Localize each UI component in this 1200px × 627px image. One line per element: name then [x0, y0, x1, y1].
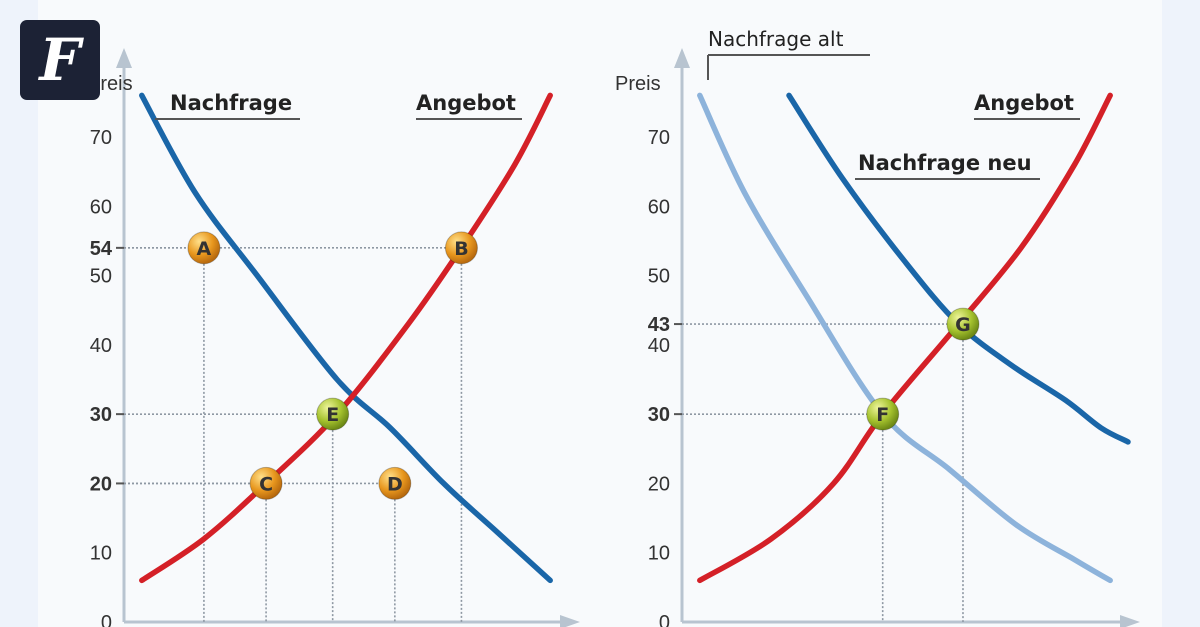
faz-logo: F: [20, 20, 100, 100]
series-line-angebot: [697, 92, 1113, 584]
series-label-nachfrage: Nachfrage: [170, 91, 292, 115]
y-tick-label-40: 40: [648, 335, 670, 357]
y-tick-label-60: 60: [90, 196, 112, 218]
y-tick-label-10: 10: [648, 543, 670, 565]
x-axis-arrow: [560, 615, 580, 627]
point-marker-G: [946, 307, 980, 341]
point-marker-B: [444, 231, 478, 265]
point-label-E: E: [326, 404, 339, 426]
point-label-F: F: [876, 404, 889, 426]
y-tick-label-20: 20: [90, 473, 112, 495]
point-marker-A: [187, 231, 221, 265]
y-tick-label-10: 10: [90, 543, 112, 565]
series-label-angebot: Angebot: [416, 91, 516, 115]
series-label-angebot: Angebot: [974, 91, 1074, 115]
y-axis-label: Preis: [615, 73, 661, 95]
point-marker-E: [316, 397, 350, 431]
point-marker-D: [378, 466, 412, 500]
y-axis-arrow: [116, 48, 132, 68]
y-tick-label-43: 43: [648, 314, 670, 336]
series-line-nachfrage: [139, 92, 553, 584]
y-tick-label-70: 70: [648, 127, 670, 149]
point-label-G: G: [955, 314, 971, 336]
chart-layer: Preis 0 10 40 50 60 70 20 30 54 Nachfrage Angebot A B…: [87, 27, 1140, 627]
point-marker-F: [866, 397, 900, 431]
y-tick-label-0: 0: [101, 612, 112, 627]
series-line-angebot: [139, 92, 553, 584]
y-tick-label-0: 0: [659, 612, 670, 627]
y-tick-label-40: 40: [90, 335, 112, 357]
y-tick-label-50: 50: [648, 266, 670, 288]
series-label-nachfrage-alt: Nachfrage alt: [708, 27, 844, 51]
point-label-C: C: [259, 473, 273, 495]
chart-panel-2: Preis 0 10 20 40 50 60 70 30 43 Nachfrage alt Nachf…: [615, 27, 1140, 627]
y-tick-label-20: 20: [648, 473, 670, 495]
x-axis-arrow: [1120, 615, 1140, 627]
y-tick-label-70: 70: [90, 127, 112, 149]
y-tick-label-50: 50: [90, 266, 112, 288]
y-axis-arrow: [674, 48, 690, 68]
y-tick-label-60: 60: [648, 196, 670, 218]
point-label-A: A: [197, 238, 212, 260]
y-tick-label-30: 30: [648, 404, 670, 426]
point-label-D: D: [387, 473, 403, 495]
series-label-nachfrage-neu: Nachfrage neu: [858, 151, 1032, 175]
y-tick-label-30: 30: [90, 404, 112, 426]
point-marker-C: [249, 466, 283, 500]
y-tick-label-54: 54: [90, 238, 113, 260]
faz-fraktur-f-icon: F: [39, 26, 81, 94]
point-label-B: B: [454, 238, 468, 260]
